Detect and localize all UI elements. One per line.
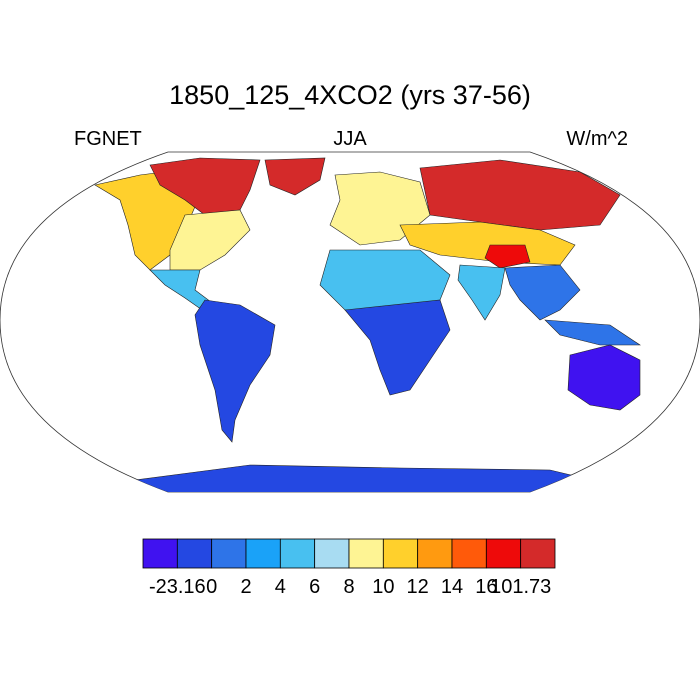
region-southeast-asia: [504, 264, 641, 346]
variable-label: FGNET: [74, 128, 142, 150]
colorbar-tick-label: 8: [343, 576, 354, 598]
colorbar-box: [348, 538, 384, 569]
region-siberia: [419, 159, 621, 231]
colorbar-box: [176, 538, 213, 569]
colorbar-box: [485, 538, 522, 569]
colorbar-box: [451, 538, 487, 569]
colorbar-tick-label: 4: [275, 576, 286, 598]
units-label: W/m^2: [566, 128, 628, 150]
colorbar-tick-label: 2: [240, 576, 251, 598]
region-north-america-east: [169, 209, 251, 271]
colorbar-box: [382, 538, 419, 569]
colorbar-tick-label: 12: [407, 576, 429, 598]
colorbar-box: [211, 538, 247, 569]
colorbar-tick-label: -23.16: [149, 576, 206, 598]
region-south-america: [194, 299, 276, 443]
colorbar-tick-label: 14: [441, 576, 463, 598]
region-tibet: [484, 244, 531, 269]
region-south-africa: [344, 299, 451, 396]
region-australia: [567, 344, 641, 411]
colorbar-tick-label: 0: [206, 576, 217, 598]
colorbar-box: [142, 538, 178, 569]
colorbar-box: [417, 538, 453, 569]
colorbar-tick-label: 101.73: [490, 576, 551, 598]
colorbar-box: [279, 538, 316, 569]
colorbar-tick-label: 6: [309, 576, 320, 598]
colorbar-box: [520, 538, 556, 569]
colorbar-box: [314, 538, 350, 569]
season-label: JJA: [333, 128, 367, 150]
colorbar-tick-label: 10: [372, 576, 394, 598]
plot-title: 1850_125_4XCO2 (yrs 37-56): [169, 80, 531, 110]
colorbar-box: [245, 538, 281, 569]
colorbar-tick-label: 16: [475, 576, 497, 598]
